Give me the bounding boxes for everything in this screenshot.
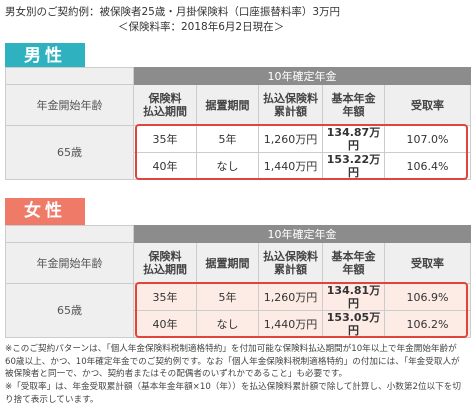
header-line: 男女別のご契約例：被保険者25歳・月掛保険料（口座振替料率）3万円	[5, 6, 341, 18]
data-row: 65歳 35年 5年 1,260万円 134.81万円 106.9%	[5, 283, 471, 338]
column-header-row: 年金開始年齢 保険料 払込期間 据置期間 払込保険料 累計額 基本年金 年額 受取率	[5, 242, 471, 284]
data-cell: 5年	[196, 283, 259, 311]
column-header: 保険料 払込期間	[133, 242, 197, 284]
column-header: 据置期間	[196, 84, 259, 126]
group-row: 10年確定年金	[5, 225, 471, 243]
data-cell: 106.4%	[384, 152, 471, 180]
group-header: 10年確定年金	[133, 225, 471, 243]
group-row: 10年確定年金	[5, 67, 471, 85]
data-cell: なし	[196, 152, 259, 180]
data-cell: 40年	[133, 152, 197, 180]
row-header: 年金開始年齢	[5, 84, 134, 126]
contract-table: 10年確定年金 年金開始年齢 保険料 払込期間 据置期間 払込保険料 累計額 基本年金 年…	[5, 67, 471, 180]
note: ※「受取率」は、年金受取累計額（基本年金年額×10（年））を払込保険料累計額で除…	[5, 382, 461, 405]
data-cell: 1,440万円	[258, 152, 323, 180]
data-cell: 1,440万円	[258, 310, 323, 338]
column-header: 払込保険料 累計額	[258, 242, 323, 284]
age-cell: 65歳	[5, 283, 134, 338]
contract-table: 10年確定年金 年金開始年齢 保険料 払込期間 据置期間 払込保険料 累計額 基本年金 年…	[5, 225, 471, 338]
corner-cell	[5, 67, 134, 85]
row-header: 年金開始年齢	[5, 242, 134, 284]
data-cell: 1,260万円	[258, 283, 323, 311]
data-cell: 40年	[133, 310, 197, 338]
section-badge: 女性	[5, 198, 85, 225]
data-cell: 134.87万円	[322, 125, 385, 153]
column-header: 据置期間	[196, 242, 259, 284]
data-cell: 153.22万円	[322, 152, 385, 180]
column-header: 払込保険料 累計額	[258, 84, 323, 126]
data-cell: 35年	[133, 283, 197, 311]
data-cell: なし	[196, 310, 259, 338]
group-header: 10年確定年金	[133, 67, 471, 85]
column-header: 基本年金 年額	[322, 84, 385, 126]
header-line: ＜保険料率：2018年6月2日現在＞	[118, 21, 285, 33]
column-header: 基本年金 年額	[322, 242, 385, 284]
data-cell: 35年	[133, 125, 197, 153]
column-header-row: 年金開始年齢 保険料 払込期間 据置期間 払込保険料 累計額 基本年金 年額 受取率	[5, 84, 471, 126]
column-header: 受取率	[384, 84, 471, 126]
data-cell: 106.2%	[384, 310, 471, 338]
section-badge: 男性	[5, 43, 85, 70]
age-cell: 65歳	[5, 125, 134, 180]
highlight-outline	[135, 282, 468, 338]
corner-cell	[5, 225, 134, 243]
note: ※このご契約パターンは、「個人年金保険料税制適格特約」を付加可能な保険料払込期間…	[5, 344, 460, 379]
data-row: 40年 なし 1,440万円 153.22万円 106.4%	[6, 152, 471, 180]
data-row: 40年 なし 1,440万円 153.05万円 106.2%	[6, 310, 471, 338]
data-cell: 134.81万円	[322, 283, 385, 311]
column-header: 受取率	[384, 242, 471, 284]
data-cell: 1,260万円	[258, 125, 323, 153]
data-cell: 153.05万円	[322, 310, 385, 338]
column-header: 保険料 払込期間	[133, 84, 197, 126]
highlight-outline	[135, 124, 468, 180]
